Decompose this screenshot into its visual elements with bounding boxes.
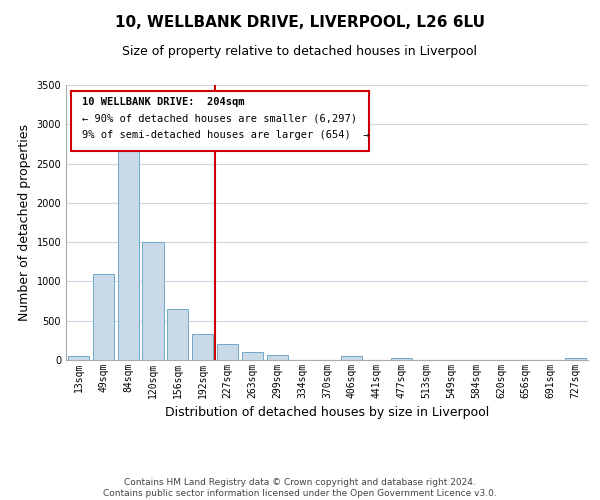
FancyBboxPatch shape: [71, 90, 369, 151]
Text: 9% of semi-detached houses are larger (654)  →: 9% of semi-detached houses are larger (6…: [82, 130, 369, 140]
Text: Size of property relative to detached houses in Liverpool: Size of property relative to detached ho…: [122, 45, 478, 58]
Bar: [167, 309, 188, 360]
Bar: [565, 358, 586, 360]
Text: Contains HM Land Registry data © Crown copyright and database right 2024.
Contai: Contains HM Land Registry data © Crown c…: [103, 478, 497, 498]
Bar: [68, 356, 89, 360]
Bar: [118, 128, 139, 360]
Bar: [142, 242, 164, 360]
Text: 10 WELLBANK DRIVE:  204sqm: 10 WELLBANK DRIVE: 204sqm: [82, 98, 244, 108]
Bar: [341, 356, 362, 360]
Bar: [192, 334, 213, 360]
Text: 10, WELLBANK DRIVE, LIVERPOOL, L26 6LU: 10, WELLBANK DRIVE, LIVERPOOL, L26 6LU: [115, 15, 485, 30]
Text: ← 90% of detached houses are smaller (6,297): ← 90% of detached houses are smaller (6,…: [82, 114, 356, 124]
Bar: [217, 344, 238, 360]
X-axis label: Distribution of detached houses by size in Liverpool: Distribution of detached houses by size …: [165, 406, 489, 420]
Bar: [242, 352, 263, 360]
Bar: [93, 274, 114, 360]
Bar: [267, 356, 288, 360]
Y-axis label: Number of detached properties: Number of detached properties: [18, 124, 31, 321]
Bar: [391, 358, 412, 360]
